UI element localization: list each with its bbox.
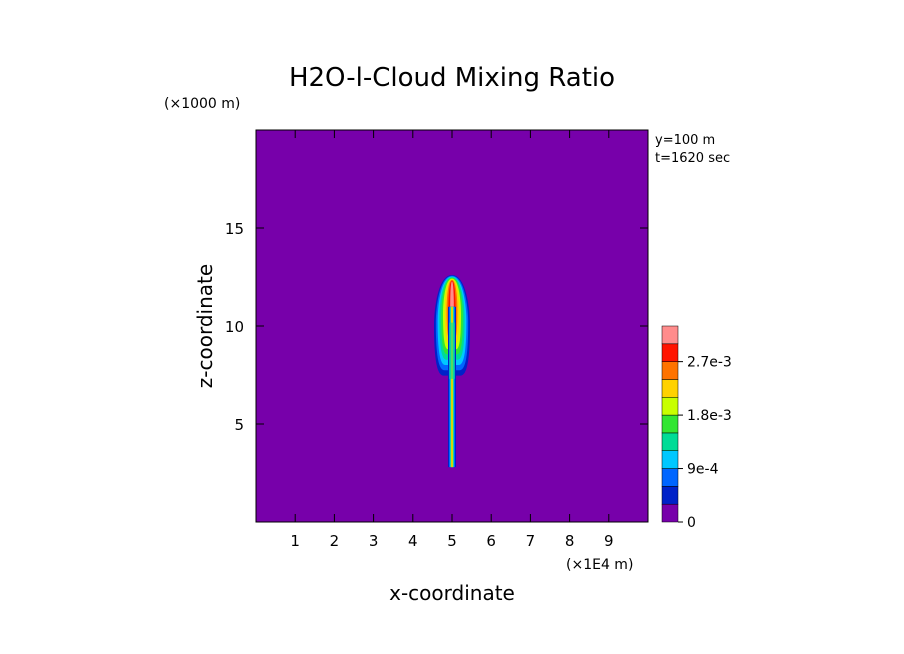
x-axis-ticks: 1 2 3 4 5 6 7 8 9 [290,130,614,550]
x-unit-label: (×1E4 m) [566,557,633,573]
colorbar-segment [661,325,679,345]
y-unit-label: (×1000 m) [164,96,240,112]
x-tick-label: 8 [565,532,575,550]
colorbar-segment [661,379,679,398]
x-tick-label: 7 [526,532,536,550]
x-tick-label: 4 [408,532,418,550]
y-tick-label: 10 [225,318,244,336]
colorbar-segment [661,414,679,434]
colorbar-segment [661,503,679,523]
colorbar-segment [661,361,679,380]
annotation-y: y=100 m [655,133,715,148]
y-tick-label: 5 [234,416,244,434]
x-tick-label: 3 [369,532,379,550]
colorbar: 0 9e-4 1.8e-3 2.7e-3 [661,325,732,531]
x-tick-label: 5 [447,532,457,550]
y-tick-label: 15 [225,220,244,238]
colorbar-tick-label: 2.7e-3 [687,355,732,371]
colorbar-tick-label: 0 [687,515,696,531]
annotation-t: t=1620 sec [655,151,730,166]
chart-title: H2O-l-Cloud Mixing Ratio [289,63,615,93]
colorbar-segment [661,432,679,451]
y-axis-ticks: 5 10 15 [225,220,648,434]
x-tick-label: 9 [604,532,614,550]
plume-inner-gap [449,322,455,379]
colorbar-tick-label: 1.8e-3 [687,408,732,424]
y-axis-label: z-coordinate [193,264,217,388]
x-tick-label: 2 [330,532,340,550]
x-axis-label: x-coordinate [389,581,515,605]
colorbar-segment [661,450,679,469]
colorbar-segment [661,486,679,505]
plot-area [255,129,649,523]
x-tick-label: 6 [486,532,496,550]
x-tick-label: 1 [290,532,300,550]
stem-contour-7 [451,306,453,468]
colorbar-segment [661,468,679,487]
colorbar-tick-label: 9e-4 [687,462,719,478]
colorbar-segment [661,343,679,362]
colorbar-segment [661,397,679,416]
